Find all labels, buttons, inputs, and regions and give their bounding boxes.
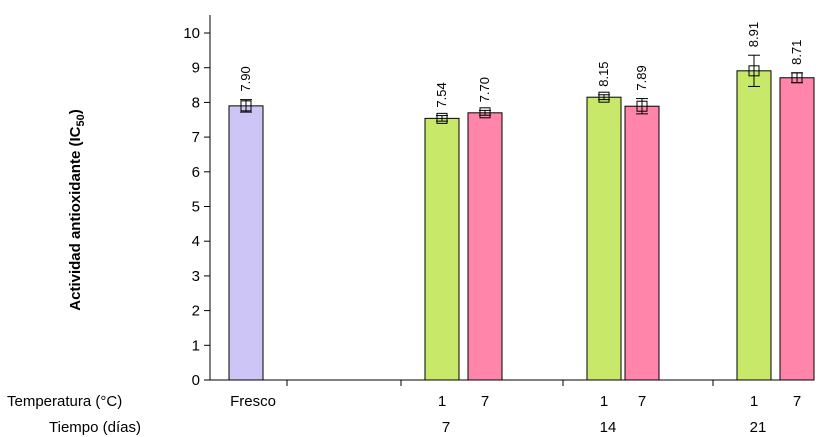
- mean-marker: [598, 91, 610, 103]
- temperatura-label: Fresco: [230, 393, 276, 410]
- data-label: 8.91: [746, 22, 761, 47]
- temperatura-label: 1: [438, 393, 446, 410]
- tiempo-label: 7: [442, 419, 450, 436]
- y-tick-label: 7: [192, 129, 200, 146]
- tiempo-label: 21: [750, 419, 767, 436]
- tiempo-row-label: Tiempo (días): [49, 419, 141, 436]
- mean-marker: [479, 107, 491, 119]
- y-tick-label: 2: [192, 303, 200, 320]
- y-axis-label: Actividad antioxidante (IC: [67, 126, 84, 310]
- bar: [424, 117, 460, 381]
- temperatura-label: 1: [750, 393, 758, 410]
- bar: [228, 105, 264, 381]
- data-labels: 7.90 7.54 7.70 8.15 7.89 8.91 8.71: [238, 22, 804, 108]
- y-tick-label: 6: [192, 164, 200, 181]
- x-ticks: [286, 380, 714, 386]
- data-label: 7.70: [477, 77, 492, 102]
- temperatura-label: 7: [793, 393, 801, 410]
- data-label: 8.71: [789, 40, 804, 65]
- y-tick-label: 9: [192, 60, 200, 77]
- data-label: 7.89: [634, 65, 649, 90]
- bar: [624, 105, 660, 381]
- svg-text:Actividad antioxidante (IC50): Actividad antioxidante (IC50): [67, 109, 87, 310]
- data-label: 7.90: [238, 66, 253, 91]
- y-tick-label: 3: [192, 268, 200, 285]
- data-label: 8.15: [596, 61, 611, 86]
- tiempo-label: 14: [600, 419, 617, 436]
- mean-marker: [748, 65, 760, 77]
- bar: [586, 96, 622, 381]
- y-axis-title: Actividad antioxidante (IC50): [67, 109, 87, 310]
- y-tick-label: 1: [192, 337, 200, 354]
- mean-marker: [436, 112, 448, 124]
- y-tick-label: 8: [192, 94, 200, 111]
- mean-marker: [240, 100, 252, 112]
- category-labels: Fresco 1 7 7 1 7 14 1 7 21: [230, 393, 801, 436]
- y-axis-label-close: ): [67, 109, 84, 114]
- y-axis-label-subscript: 50: [75, 114, 87, 126]
- y-tick-label: 4: [192, 233, 200, 250]
- bar: [736, 70, 772, 381]
- y-tick-label: 5: [192, 199, 200, 216]
- error-bars: [240, 54, 803, 124]
- bar: [467, 112, 503, 381]
- data-label: 7.54: [434, 82, 449, 107]
- mean-marker: [791, 72, 803, 84]
- temperatura-label: 1: [600, 393, 608, 410]
- y-tick-label: 10: [183, 25, 200, 42]
- bars: [228, 70, 815, 381]
- temperatura-label: 7: [638, 393, 646, 410]
- temperatura-row-label: Temperatura (°C): [7, 393, 122, 410]
- mean-marker: [636, 100, 648, 112]
- bar: [779, 77, 815, 381]
- temperatura-label: 7: [481, 393, 489, 410]
- y-tick-label: 0: [192, 372, 200, 389]
- y-ticks: 0 1 2 3 4 5 6 7 8 9 10: [183, 25, 210, 389]
